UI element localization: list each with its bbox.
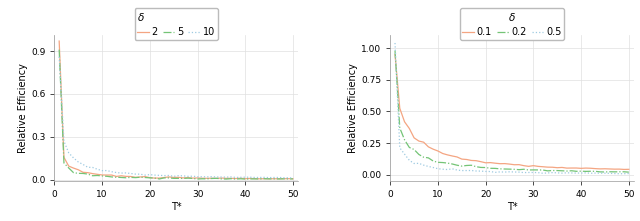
X-axis label: T*: T* (507, 202, 517, 212)
Legend: 2, 5, 10: 2, 5, 10 (134, 8, 218, 40)
Y-axis label: Relative Efficiency: Relative Efficiency (18, 63, 28, 153)
Legend: 0.1, 0.2, 0.5: 0.1, 0.2, 0.5 (460, 8, 564, 40)
X-axis label: T*: T* (171, 202, 181, 212)
Y-axis label: Relative Efficiency: Relative Efficiency (348, 63, 358, 153)
